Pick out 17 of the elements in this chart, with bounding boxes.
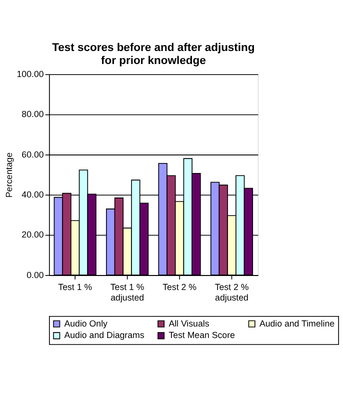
- x-tick-label: Test 1 %: [58, 282, 92, 292]
- y-tick-label: 60.00: [22, 149, 44, 160]
- y-tick-label: 20.00: [22, 230, 44, 240]
- legend-label: All Visuals: [168, 318, 210, 328]
- x-tick-label: Test 1 % adjusted: [110, 282, 144, 302]
- legend-label: Audio and Diagrams: [64, 330, 145, 340]
- legend-label: Test Mean Score: [168, 330, 236, 340]
- x-tick-label: Test 2 % adjusted: [214, 282, 249, 302]
- legend-label: Audio and Timeline: [259, 318, 335, 328]
- y-tick-label: 40.00: [22, 190, 44, 200]
- y-tick-label: 0.00: [26, 270, 44, 280]
- legend-label: Audio Only: [64, 318, 108, 328]
- x-tick-label: Test 2 %: [162, 282, 197, 292]
- chart-title: Test scores before and after adjusting for prior knowledge: [52, 42, 255, 67]
- y-tick-label: 100.00: [16, 69, 44, 80]
- y-tick-label: 80.00: [22, 109, 44, 120]
- y-axis-title: Percentage: [4, 152, 14, 198]
